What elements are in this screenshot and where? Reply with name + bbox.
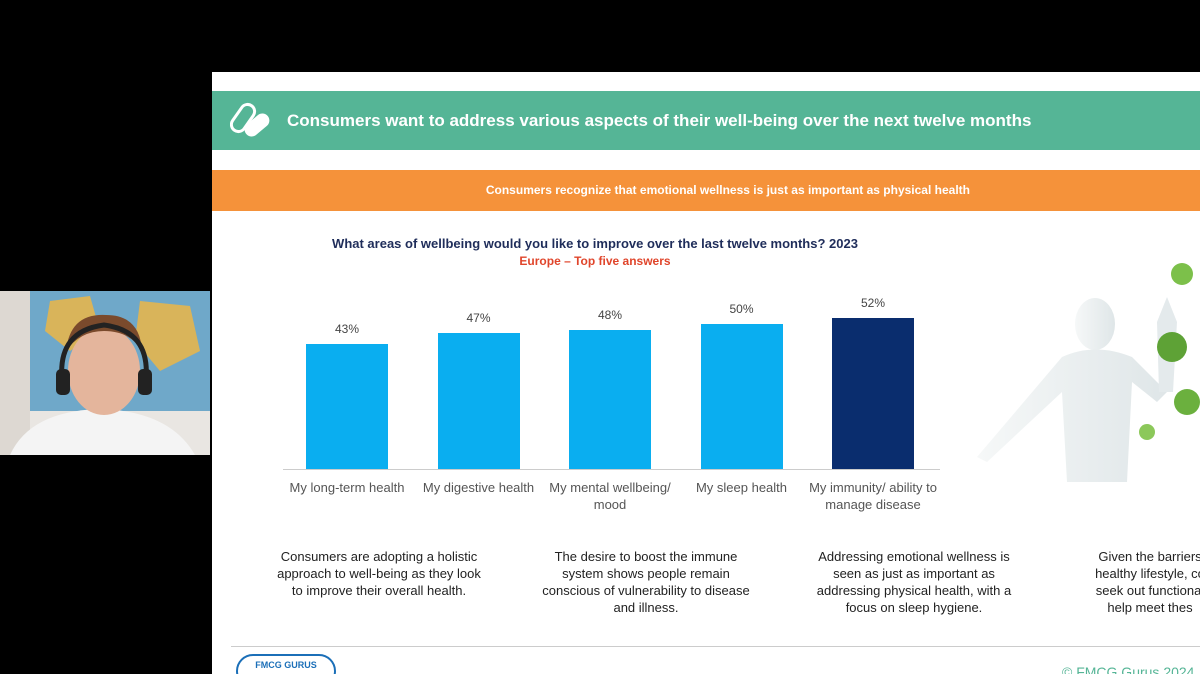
- copyright: © FMCG Gurus 2024: [1062, 664, 1195, 674]
- data-label: 50%: [729, 302, 754, 316]
- bar: [569, 329, 651, 469]
- bar: [832, 318, 914, 469]
- slide: Consumers want to address various aspect…: [212, 72, 1200, 674]
- data-label: 47%: [466, 310, 491, 325]
- shirt: [10, 409, 195, 455]
- note: Addressing emotional wellness is seen as…: [816, 549, 1012, 615]
- note-line: healthy lifestyle, co: [1095, 566, 1200, 581]
- footer-rule: [231, 646, 1200, 647]
- pill-icon: [230, 102, 270, 137]
- chart: 43% My long-term health 47% My digestive he…: [212, 72, 1200, 674]
- baseline: [283, 469, 940, 470]
- note: Given the barriers healthy lifestyle, co s…: [1045, 548, 1200, 616]
- note: The desire to boost the immune system sh…: [542, 549, 750, 615]
- webcam-video: [0, 291, 210, 455]
- chart-title: What areas of wellbeing would you like t…: [332, 236, 858, 251]
- header-band: Consumers want to address various aspect…: [212, 91, 1200, 150]
- note-line: seek out functional: [1095, 583, 1200, 598]
- logo: FMCG GURUS: [236, 654, 336, 674]
- category-label: My digestive health: [422, 480, 535, 495]
- subtitle-band: Consumers recognize that emotional welln…: [212, 170, 1200, 211]
- category-label: My sleep health: [695, 480, 788, 495]
- data-label: 48%: [597, 307, 623, 322]
- category-label: My long-term health: [289, 480, 405, 495]
- category-label: My mental wellbeing/ mood: [549, 480, 671, 512]
- wall: [0, 291, 30, 455]
- category-label: My immunity/ ability to manage disease: [809, 480, 937, 512]
- data-label: 52%: [860, 296, 886, 311]
- note: Consumers are adopting a holistic approa…: [277, 549, 481, 598]
- slide-subtitle: Consumers recognize that emotional welln…: [485, 183, 970, 197]
- headset: [59, 322, 149, 380]
- note-line: Given the barriers: [1098, 549, 1200, 564]
- body-illustration: [977, 263, 1200, 482]
- bar: [700, 324, 783, 469]
- earcup: [56, 369, 70, 395]
- earcup: [138, 369, 152, 395]
- slide-title: Consumers want to address various aspect…: [287, 111, 1032, 130]
- chart-subtitle: Europe – Top five answers: [519, 254, 671, 268]
- data-label: 43%: [334, 322, 360, 337]
- face: [68, 327, 140, 415]
- map-land: [45, 296, 200, 371]
- bar: [306, 344, 388, 469]
- hair: [66, 314, 142, 351]
- bar: [437, 332, 520, 469]
- note-line: help meet thes: [1107, 600, 1193, 615]
- webcam-image: [0, 291, 210, 455]
